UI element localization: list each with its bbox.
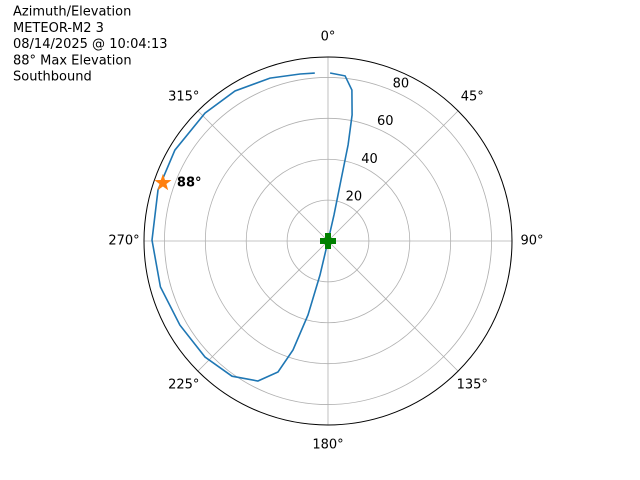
- track-line: [151, 72, 353, 382]
- theta-tick-label: 90°: [520, 234, 543, 249]
- observer-marker: [320, 233, 336, 249]
- theta-tick-label: 225°: [168, 378, 199, 393]
- r-tick-label: 20: [346, 190, 363, 205]
- r-tick-label: 40: [361, 152, 378, 167]
- theta-tick-label: 270°: [108, 234, 139, 249]
- max-elevation-label: 88°: [177, 175, 202, 190]
- title-line: 08/14/2025 @ 10:04:13: [13, 37, 168, 52]
- title-line: 88° Max Elevation: [13, 53, 132, 68]
- max-elevation-marker: [154, 173, 172, 191]
- outer-frame: [143, 56, 513, 426]
- r-tick-label: 80: [393, 76, 410, 91]
- theta-tick-label: 315°: [168, 89, 199, 104]
- theta-tick-label: 180°: [312, 438, 343, 453]
- grid-spoke: [327, 240, 459, 372]
- title-line: Southbound: [13, 70, 92, 85]
- grid-spoke: [197, 240, 329, 372]
- grid-spoke: [197, 110, 329, 242]
- r-tick-label: 60: [377, 114, 394, 129]
- title-line: Azimuth/Elevation: [13, 5, 131, 20]
- grid-spoke: [327, 110, 459, 242]
- theta-tick-label: 0°: [321, 30, 336, 45]
- theta-tick-label: 45°: [461, 89, 484, 104]
- theta-tick-label: 135°: [457, 378, 488, 393]
- title-line: METEOR-M2 3: [13, 21, 104, 36]
